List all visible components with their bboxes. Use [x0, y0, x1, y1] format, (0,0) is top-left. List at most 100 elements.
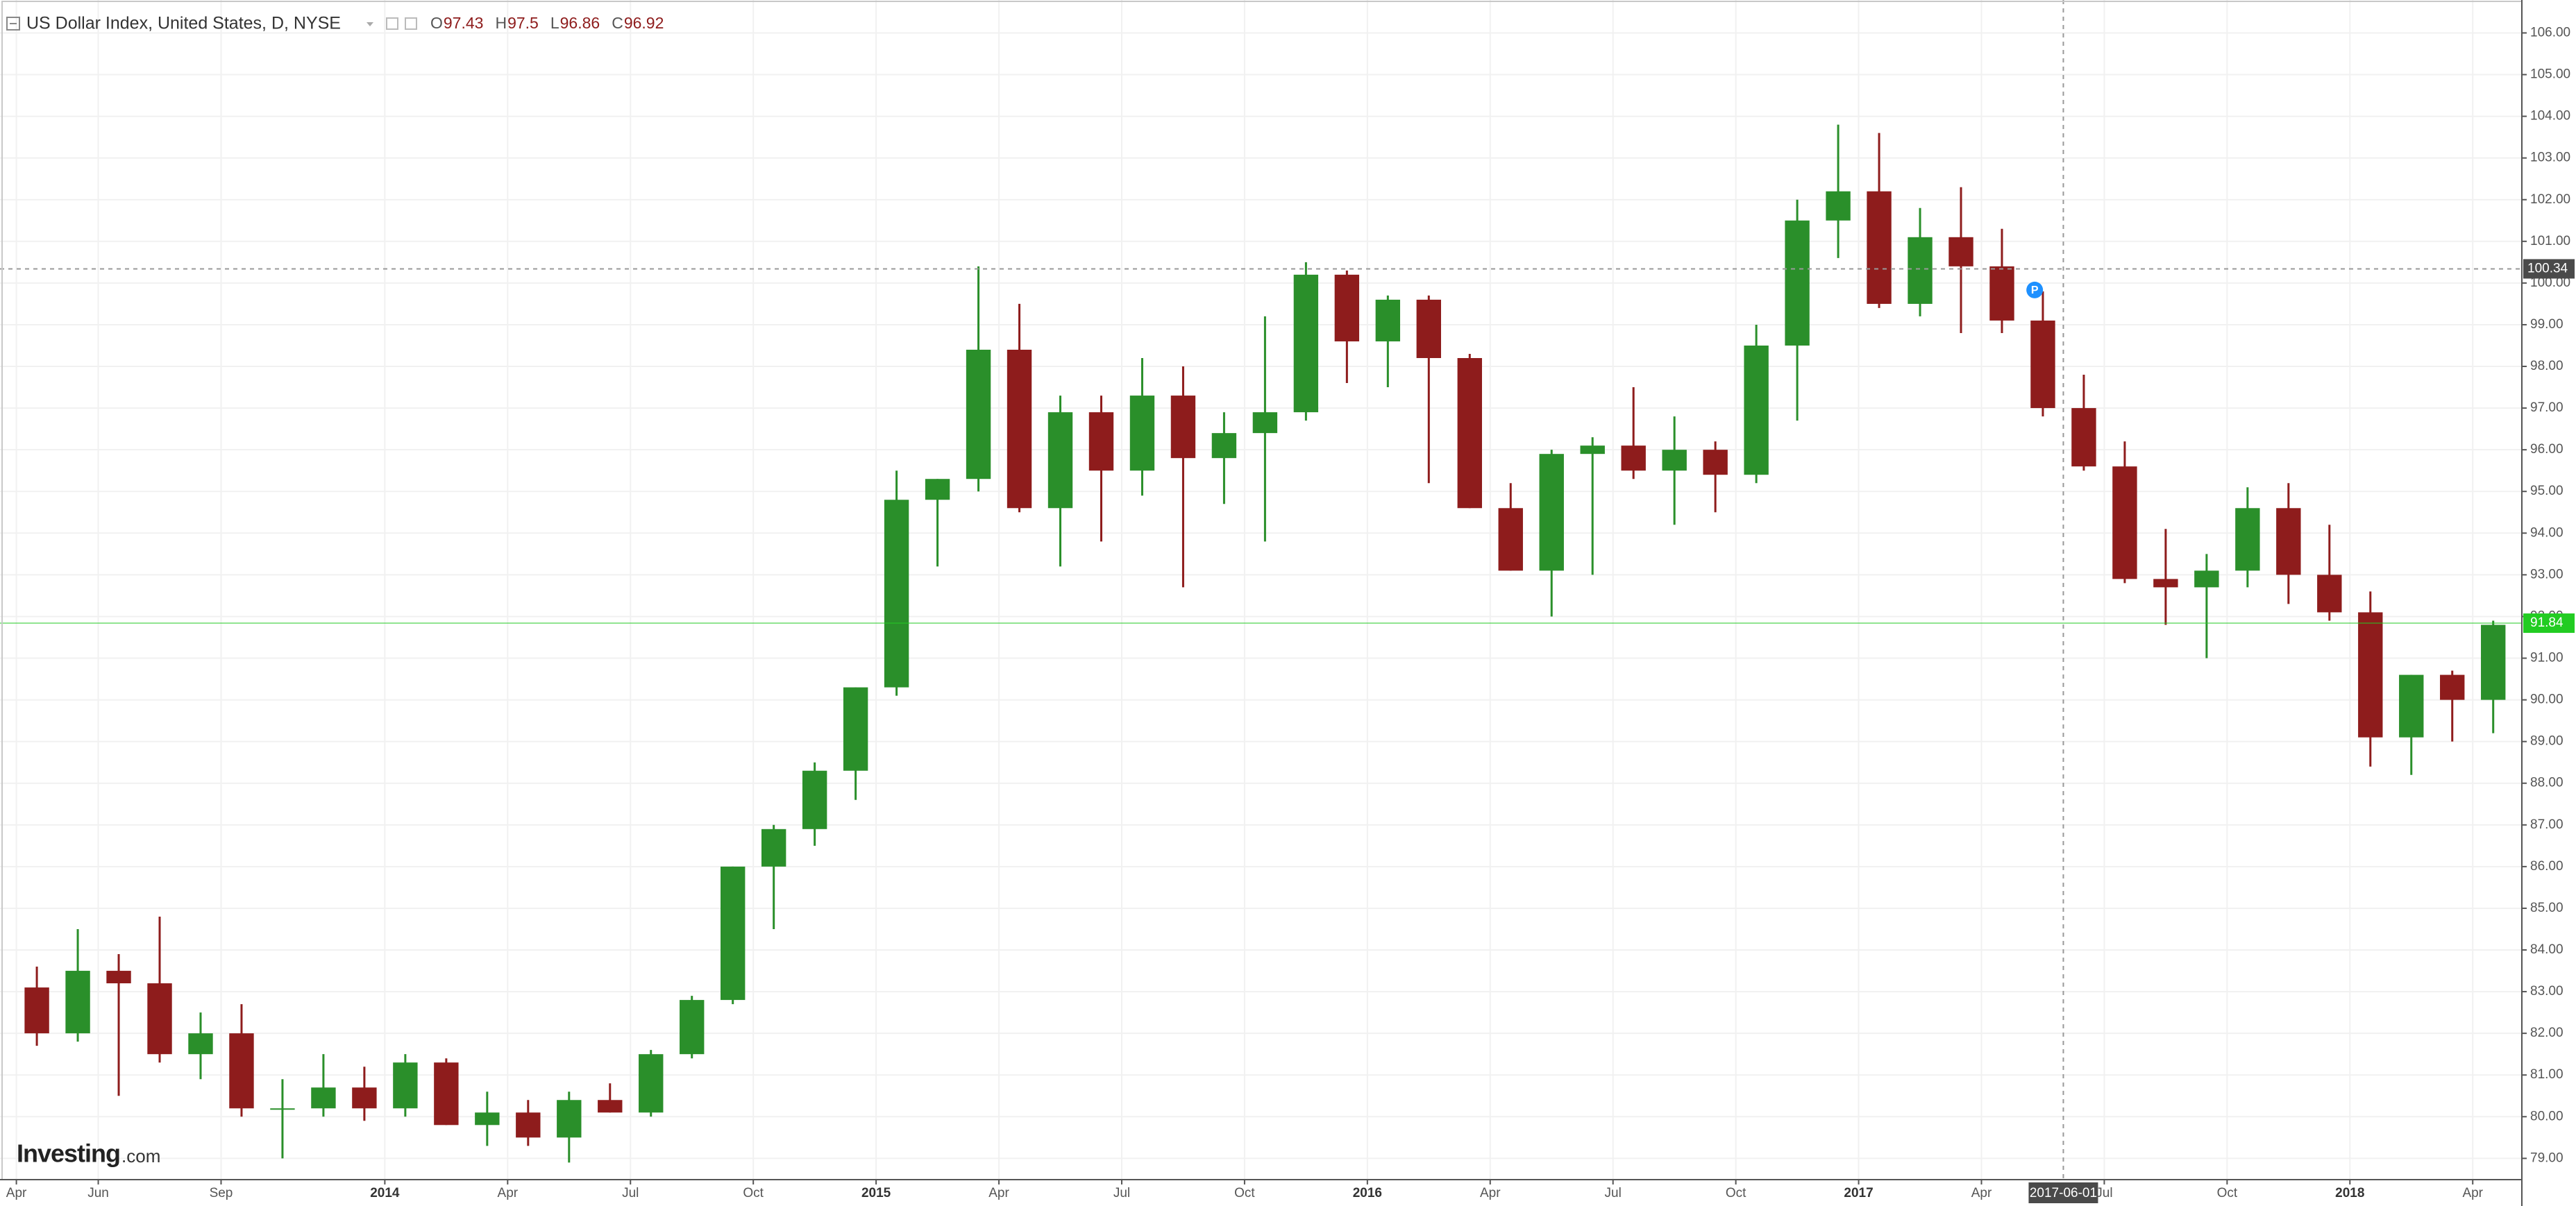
- ohlc-value: 97.5: [507, 14, 539, 32]
- x-tick-label: 2014: [370, 1186, 400, 1200]
- candle-body: [1416, 299, 1441, 359]
- settings-icon[interactable]: [386, 17, 398, 30]
- candle-body: [188, 1033, 213, 1055]
- candle-body: [884, 500, 909, 688]
- y-tick-label: 88.00: [2530, 776, 2564, 790]
- collapse-icon[interactable]: [6, 17, 20, 31]
- y-tick-label: 83.00: [2530, 984, 2564, 999]
- y-tick-label: 105.00: [2530, 67, 2570, 82]
- candle-body: [1047, 412, 1073, 509]
- candle-body: [434, 1062, 459, 1126]
- last-price-label: 91.84: [2530, 615, 2564, 630]
- candle-body: [1867, 191, 1892, 304]
- candle-body: [1334, 274, 1360, 341]
- x-tick-label: Jun: [87, 1186, 109, 1200]
- candle-body: [65, 971, 90, 1034]
- y-tick-label: 81.00: [2530, 1067, 2564, 1082]
- candle-body: [516, 1112, 541, 1138]
- x-tick-label: Jul: [2096, 1186, 2112, 1200]
- candle-body: [1252, 412, 1278, 434]
- x-tick-label: Apr: [498, 1186, 519, 1200]
- y-tick-label: 90.00: [2530, 693, 2564, 707]
- x-tick-label: 2018: [2335, 1186, 2364, 1200]
- candle-body: [2235, 508, 2260, 571]
- y-tick-label: 103.00: [2530, 151, 2570, 165]
- y-tick-label: 102.00: [2530, 192, 2570, 207]
- candle-body: [1129, 396, 1155, 471]
- close-icon[interactable]: [405, 17, 417, 30]
- candle-body: [311, 1087, 336, 1109]
- watermark-brand: Investing: [17, 1139, 120, 1168]
- header: US Dollar Index, United States, D, NYSE …: [6, 14, 664, 33]
- candle-body: [721, 866, 746, 1001]
- candle-body: [2112, 466, 2137, 579]
- candle-body: [1007, 349, 1032, 509]
- crosshair-x-label: 2017-06-01: [2030, 1186, 2097, 1200]
- candle-body: [1211, 433, 1237, 459]
- candle-body: [229, 1033, 254, 1109]
- y-tick-label: 89.00: [2530, 734, 2564, 749]
- y-tick-label: 91.00: [2530, 651, 2564, 665]
- x-tick-label: Oct: [1726, 1186, 1746, 1200]
- candle-body: [843, 687, 868, 771]
- grid: [0, 0, 2522, 1180]
- x-tick-label: Oct: [2217, 1186, 2238, 1200]
- annotation-label[interactable]: P: [2031, 284, 2039, 296]
- candle-body: [2194, 570, 2219, 588]
- x-tick-label: Apr: [2462, 1186, 2483, 1200]
- candle-body: [270, 1108, 295, 1110]
- candle-body: [475, 1112, 500, 1126]
- candle-body: [639, 1054, 664, 1113]
- annotation-marker: [2026, 281, 2044, 298]
- watermark: Investing .com: [17, 1139, 160, 1168]
- y-tick-label: 99.00: [2530, 317, 2564, 332]
- y-tick-label: 96.00: [2530, 442, 2564, 457]
- candle-body: [2317, 575, 2342, 613]
- candle-body: [2276, 508, 2301, 575]
- y-tick-label: 82.00: [2530, 1026, 2564, 1040]
- ohlc-key: L: [550, 14, 559, 32]
- candle-body: [2481, 625, 2506, 700]
- candle-body: [761, 829, 786, 867]
- candle-body: [1293, 274, 1319, 413]
- title-dropdown[interactable]: [367, 22, 373, 26]
- ohlc-value: 96.86: [560, 14, 600, 32]
- ohlc-values: O 97.43 H 97.5 L 96.86 C 96.92: [430, 14, 664, 32]
- candle-body: [106, 971, 131, 984]
- y-tick-label: 97.00: [2530, 400, 2564, 415]
- x-tick-label: Apr: [1971, 1186, 1992, 1200]
- candle-body: [1457, 358, 1482, 509]
- y-tick-label: 87.00: [2530, 817, 2564, 832]
- candle-body: [1989, 266, 2014, 321]
- candle-body: [680, 1000, 705, 1055]
- y-tick-label: 79.00: [2530, 1150, 2564, 1165]
- candle-body: [1088, 412, 1114, 471]
- x-tick-label: Oct: [1234, 1186, 1255, 1200]
- ohlc-key: C: [612, 14, 623, 32]
- candle-body: [1621, 445, 1646, 471]
- x-tick-label: Apr: [6, 1186, 27, 1200]
- x-tick-label: Jul: [622, 1186, 639, 1200]
- crosshair-y-label-box: [2523, 259, 2575, 279]
- candle-body: [2071, 408, 2096, 467]
- candle-body: [393, 1062, 418, 1109]
- chart-title: US Dollar Index, United States, D, NYSE: [26, 14, 341, 33]
- y-tick-label: 100.00: [2530, 275, 2570, 290]
- y-tick-label: 95.00: [2530, 484, 2564, 498]
- y-tick-label: 80.00: [2530, 1109, 2564, 1123]
- y-tick-label: 104.00: [2530, 109, 2570, 124]
- candle-body: [802, 770, 827, 829]
- y-tick-label: 98.00: [2530, 359, 2564, 373]
- y-tick-label: 101.00: [2530, 234, 2570, 248]
- x-tick-label: Apr: [1480, 1186, 1501, 1200]
- candle-body: [1539, 454, 1564, 571]
- ohlc-value: 96.92: [624, 14, 664, 32]
- plot: P: [0, 0, 2522, 1180]
- candle-body: [2030, 320, 2055, 409]
- ohlc-key: O: [430, 14, 443, 32]
- x-tick-label: Jul: [1113, 1186, 1130, 1200]
- watermark-suffix: .com: [121, 1146, 160, 1166]
- candle-body: [598, 1100, 623, 1113]
